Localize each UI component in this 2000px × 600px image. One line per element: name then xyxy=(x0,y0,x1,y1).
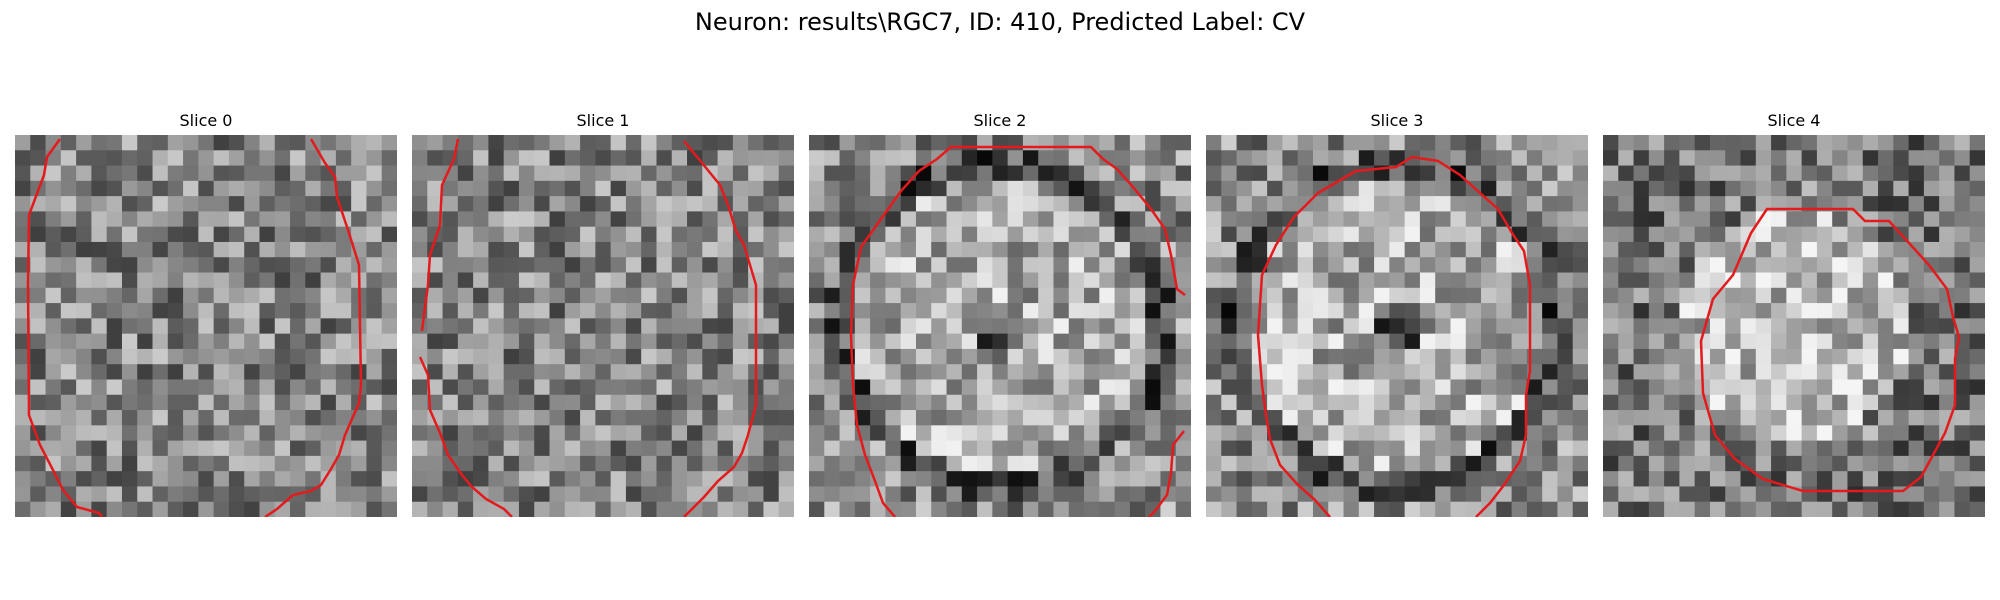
contour-line xyxy=(1699,207,1961,493)
panel-title: Slice 3 xyxy=(1370,111,1424,130)
contour-line xyxy=(849,145,1186,517)
pixel-grid xyxy=(412,135,794,517)
panel-slice-1: Slice 1 xyxy=(412,110,794,517)
pixel-grid xyxy=(15,135,397,517)
contour-line xyxy=(420,138,460,332)
panel-title: Slice 4 xyxy=(1767,111,1821,130)
contour-line xyxy=(1256,155,1532,517)
slice-image xyxy=(15,135,397,517)
panel-slice-0: Slice 0 xyxy=(15,110,397,517)
slice-image xyxy=(412,135,794,517)
contour-line xyxy=(683,140,758,517)
figure-title: Neuron: results\RGC7, ID: 410, Predicted… xyxy=(694,8,1306,36)
contour-line xyxy=(26,138,103,517)
panel-title: Slice 2 xyxy=(973,111,1027,130)
panel-slice-4: Slice 4 xyxy=(1603,110,1985,517)
panel-title: Slice 1 xyxy=(576,111,630,130)
contour-line xyxy=(264,138,363,517)
pixel-grid xyxy=(1206,135,1588,517)
panel-slice-2: Slice 2 xyxy=(809,110,1191,517)
contour-line xyxy=(418,356,513,517)
panel-title: Slice 0 xyxy=(179,111,233,130)
slice-image xyxy=(809,135,1191,517)
contour-line xyxy=(1148,430,1185,517)
slice-image xyxy=(1206,135,1588,517)
panel-slice-3: Slice 3 xyxy=(1206,110,1588,517)
pixel-grid xyxy=(1603,135,1985,517)
slice-image xyxy=(1603,135,1985,517)
pixel-grid xyxy=(809,135,1191,517)
